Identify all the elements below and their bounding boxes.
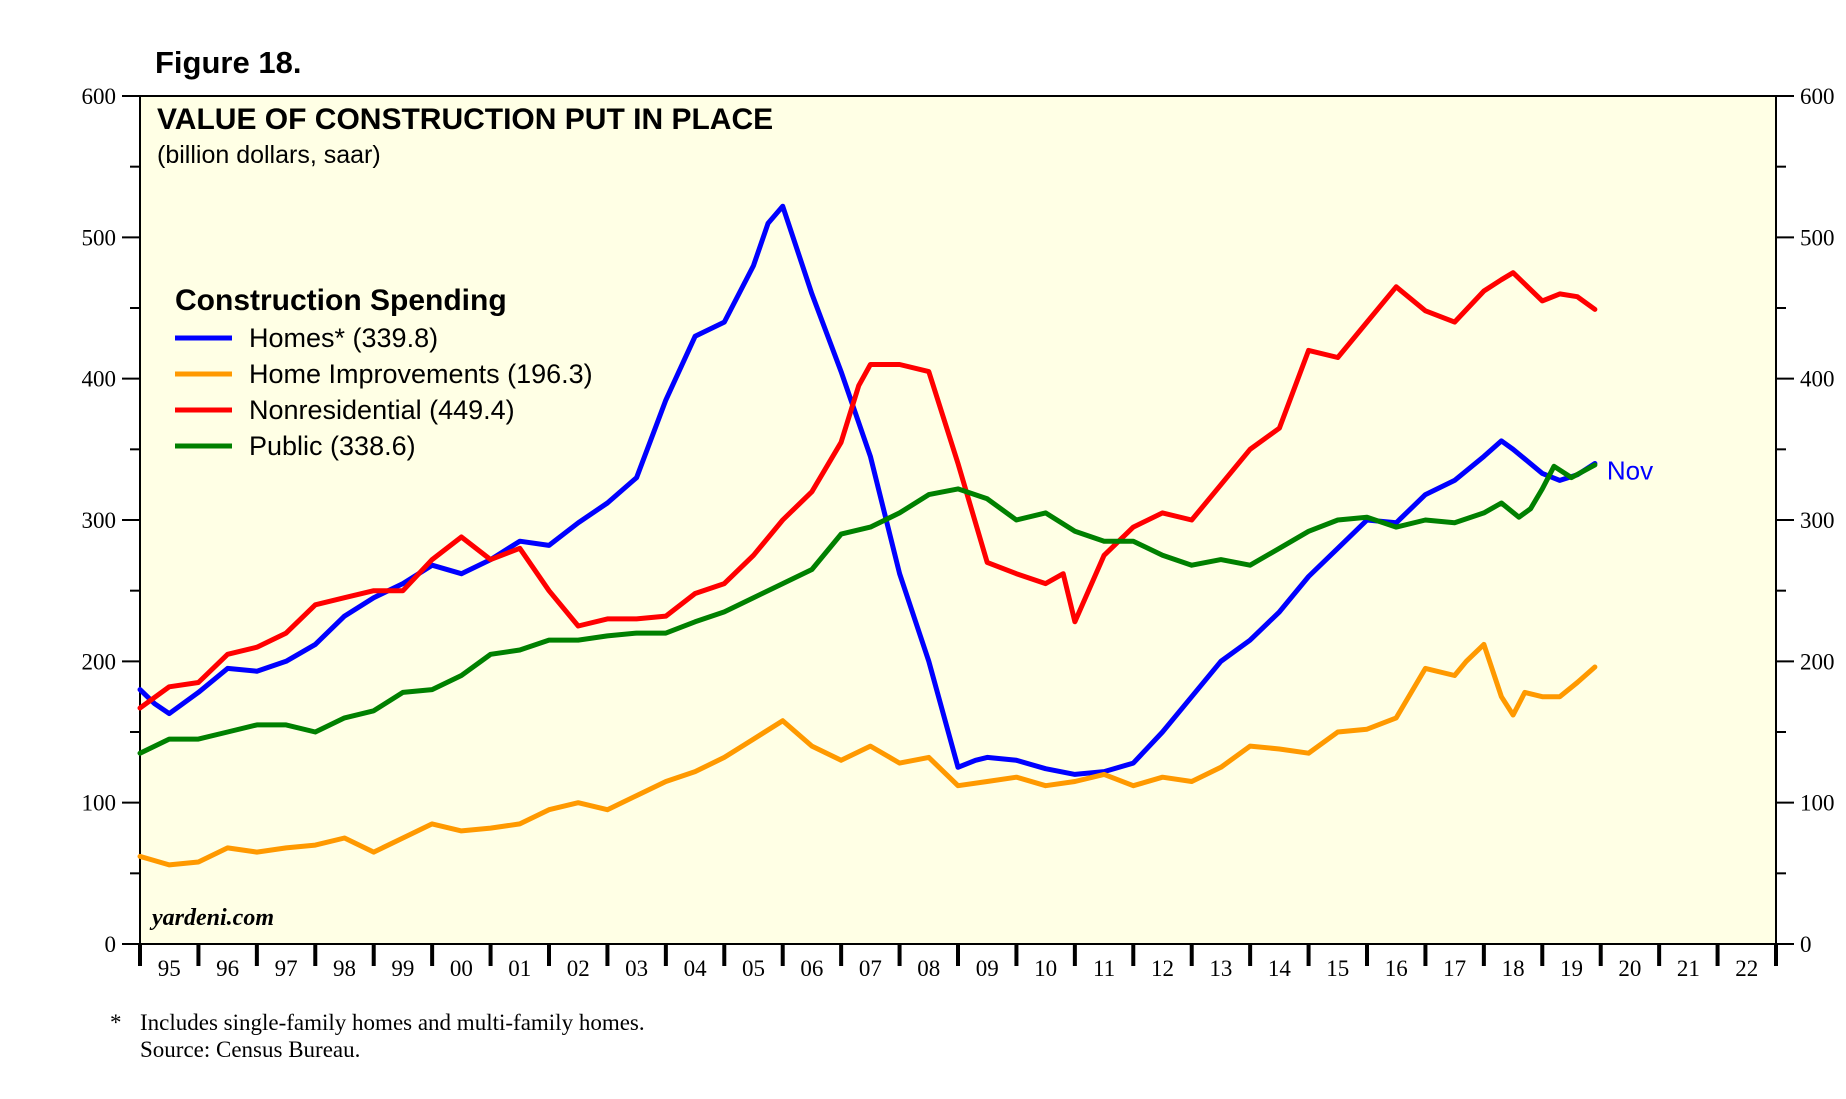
y-tick-label-right: 200	[1800, 649, 1835, 674]
footnote-line-1: Includes single-family homes and multi-f…	[140, 1010, 645, 1035]
legend-title: Construction Spending	[175, 284, 507, 317]
plot-area	[139, 95, 1777, 945]
y-tick-label-right: 300	[1800, 508, 1835, 533]
x-tick-label: 22	[1735, 956, 1758, 981]
legend-entry: Homes* (339.8)	[249, 323, 438, 353]
x-tick-label: 96	[216, 956, 239, 981]
y-tick-label-left: 100	[82, 791, 117, 816]
x-tick-label: 20	[1618, 956, 1641, 981]
y-tick-label-left: 500	[82, 225, 117, 250]
x-tick-label: 99	[391, 956, 414, 981]
footnote-marker: *	[110, 1010, 122, 1035]
x-tick-label: 16	[1385, 956, 1408, 981]
x-tick-label: 95	[158, 956, 181, 981]
series-line-home-improvements	[137, 641, 1598, 868]
x-tick-label: 11	[1093, 956, 1115, 981]
x-tick-label: 09	[976, 956, 999, 981]
y-axis-left: 0 100 200 300 400 500 600	[82, 84, 140, 957]
x-tick-label: 14	[1268, 956, 1292, 981]
y-tick-label-left: 400	[82, 367, 117, 392]
series-line-public	[137, 462, 1598, 756]
x-tick-label: 10	[1034, 956, 1057, 981]
x-tick-label: 05	[742, 956, 765, 981]
y-tick-label-right: 600	[1800, 84, 1835, 109]
y-tick-label-left: 0	[105, 932, 117, 957]
x-tick-label: 13	[1209, 956, 1232, 981]
y-axis-right: 0 100 200 300 400 500 600	[1776, 84, 1835, 957]
x-tick-label: 21	[1677, 956, 1700, 981]
x-tick-label: 15	[1326, 956, 1349, 981]
legend-entry: Public (338.6)	[249, 431, 416, 461]
end-annotation: Nov	[1607, 455, 1653, 485]
series-layer	[137, 203, 1598, 868]
legend: Construction Spending Homes* (339.8) Home…	[175, 284, 593, 461]
series-line-nonresidential	[137, 270, 1598, 711]
watermark: yardeni.com	[149, 905, 274, 931]
x-tick-label: 12	[1151, 956, 1174, 981]
x-tick-label: 98	[333, 956, 356, 981]
chart-title: VALUE OF CONSTRUCTION PUT IN PLACE	[157, 103, 773, 136]
y-tick-label-left: 200	[82, 649, 117, 674]
y-tick-label-right: 500	[1800, 225, 1835, 250]
x-axis: 95 96 97 98 99 00 01 02 03 04 05 06 07 08 09 10 11 12 13 14…	[138, 944, 1778, 981]
x-tick-label: 19	[1560, 956, 1583, 981]
footnote-source: Source: Census Bureau.	[140, 1037, 360, 1062]
x-tick-label: 04	[684, 956, 708, 981]
chart-subtitle: (billion dollars, saar)	[157, 141, 381, 169]
x-tick-label: 00	[450, 956, 473, 981]
y-tick-label-left: 300	[82, 508, 117, 533]
legend-entry: Nonresidential (449.4)	[249, 395, 515, 425]
x-tick-label: 17	[1443, 956, 1466, 981]
x-tick-label: 01	[508, 956, 531, 981]
x-tick-label: 06	[800, 956, 823, 981]
x-tick-label: 18	[1502, 956, 1525, 981]
y-tick-label-right: 0	[1800, 932, 1812, 957]
x-tick-label: 07	[859, 956, 882, 981]
x-tick-label: 08	[917, 956, 940, 981]
legend-entry: Home Improvements (196.3)	[249, 359, 593, 389]
x-tick-label: 03	[625, 956, 648, 981]
series-line-homes	[137, 203, 1598, 777]
y-tick-label-right: 100	[1800, 791, 1835, 816]
x-tick-label: 02	[567, 956, 590, 981]
y-tick-label-right: 400	[1800, 367, 1835, 392]
figure-label: Figure 18.	[155, 45, 301, 80]
y-tick-label-left: 600	[82, 84, 117, 109]
x-tick-label: 97	[275, 956, 298, 981]
